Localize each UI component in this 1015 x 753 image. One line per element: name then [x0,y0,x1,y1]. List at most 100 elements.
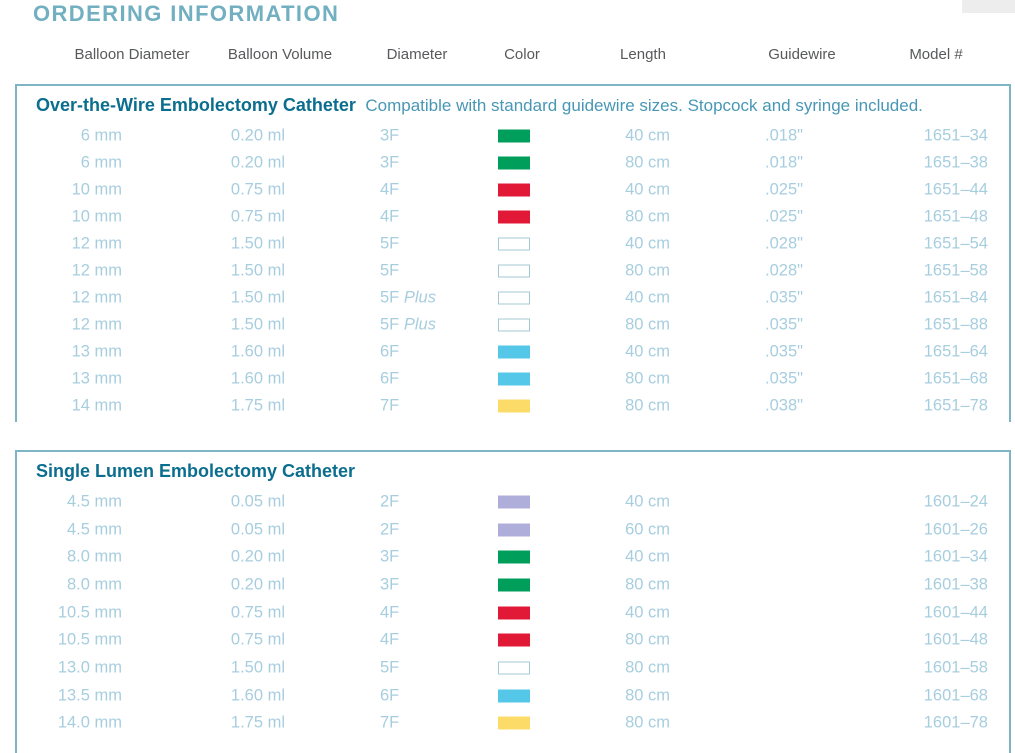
cell-balloon-volume: 1.60 ml [230,686,285,705]
cell-color [498,399,530,413]
cell-diameter: 7F [380,397,510,416]
table-single-lumen-catheter: Single Lumen Embolectomy Catheter 4.5 mm… [15,450,1011,753]
cell-diameter: 6F [380,343,510,362]
cell-model-number: 1651–78 [923,396,988,415]
table-row: 12 mm 1.50 ml 5F 40 cm .028" 1651–54 [17,230,1009,257]
cell-model-number: 1601–44 [923,603,988,622]
cell-length: 80 cm [625,713,670,732]
cell-diameter: 5F [380,262,510,281]
cell-model-number: 1601–48 [923,630,988,649]
cell-model-number: 1651–88 [923,315,988,334]
col-header-length: Length [620,46,666,63]
cell-length: 40 cm [625,492,670,511]
cell-model-number: 1651–44 [923,180,988,199]
color-swatch [498,661,530,675]
table-row: 8.0 mm 0.20 ml 3F 40 cm 1601–34 [17,543,1009,571]
section-header: Over-the-Wire Embolectomy Catheter Compa… [17,86,1009,122]
diameter-value: 5F [380,234,400,253]
cell-length: 40 cm [625,547,670,566]
cell-color [498,264,530,278]
col-header-guidewire: Guidewire [768,46,836,63]
cell-length: 80 cm [625,396,670,415]
diameter-value: 6F [380,369,400,388]
cell-length: 80 cm [625,686,670,705]
cell-guidewire: .025" [765,207,803,226]
diameter-value: 6F [380,342,400,361]
section-title: Over-the-Wire Embolectomy Catheter [36,95,356,115]
cell-diameter: 4F [380,207,510,226]
cell-balloon-diameter: 12 mm [71,261,122,280]
cell-color [498,318,530,332]
cell-guidewire: .028" [765,261,803,280]
cell-color [498,345,530,359]
diameter-value: 2F [380,492,400,511]
cell-length: 80 cm [625,261,670,280]
cell-color [498,606,530,620]
table-body: 4.5 mm 0.05 ml 2F 40 cm 1601–24 4.5 mm 0… [17,488,1009,737]
diameter-value: 4F [380,603,400,622]
table-row: 6 mm 0.20 ml 3F 40 cm .018" 1651–34 [17,122,1009,149]
cell-model-number: 1651–54 [923,234,988,253]
color-swatch [498,523,530,537]
table-row: 13 mm 1.60 ml 6F 40 cm .035" 1651–64 [17,339,1009,366]
cell-balloon-volume: 1.75 ml [230,713,285,732]
column-header-row: Balloon Diameter Balloon Volume Diameter… [0,46,1015,64]
cell-model-number: 1601–26 [923,520,988,539]
cell-model-number: 1601–24 [923,492,988,511]
table-row: 12 mm 1.50 ml 5F Plus 40 cm .035" 1651–8… [17,285,1009,312]
diameter-value: 3F [380,126,400,145]
color-swatch [498,156,530,170]
cell-balloon-volume: 0.05 ml [230,520,285,539]
cell-length: 40 cm [625,234,670,253]
diameter-value: 3F [380,575,400,594]
cell-color [498,550,530,564]
table-row: 13 mm 1.60 ml 6F 80 cm .035" 1651–68 [17,366,1009,393]
cell-model-number: 1601–68 [923,686,988,705]
diameter-value: 3F [380,153,400,172]
cell-diameter: 3F [380,126,510,145]
color-swatch [498,716,530,730]
col-header-balloon-diameter: Balloon Diameter [74,46,190,63]
cell-diameter: 6F [380,370,510,389]
table-row: 6 mm 0.20 ml 3F 80 cm .018" 1651–38 [17,149,1009,176]
color-swatch [498,578,530,592]
cell-balloon-diameter: 8.0 mm [66,547,122,566]
cell-diameter: 2F [380,492,510,511]
cell-length: 40 cm [625,342,670,361]
cell-balloon-volume: 1.50 ml [230,315,285,334]
diameter-value: 3F [380,547,400,566]
color-swatch [498,372,530,386]
section-title: Single Lumen Embolectomy Catheter [36,461,356,481]
cell-balloon-diameter: 10 mm [71,207,122,226]
cell-diameter: 3F [380,153,510,172]
cell-color [498,523,530,537]
color-swatch [498,129,530,143]
cell-color [498,291,530,305]
diameter-value: 7F [380,713,400,732]
cell-balloon-volume: 0.05 ml [230,492,285,511]
cell-balloon-volume: 0.75 ml [230,207,285,226]
table-row: 12 mm 1.50 ml 5F 80 cm .028" 1651–58 [17,257,1009,284]
cell-color [498,210,530,224]
cell-balloon-volume: 0.75 ml [230,603,285,622]
cell-balloon-diameter: 10.5 mm [57,603,122,622]
color-swatch [498,399,530,413]
cell-model-number: 1651–34 [923,126,988,145]
cell-model-number: 1651–68 [923,369,988,388]
diameter-value: 4F [380,630,400,649]
cell-length: 80 cm [625,153,670,172]
cell-balloon-volume: 0.75 ml [230,180,285,199]
color-swatch [498,291,530,305]
table-row: 14 mm 1.75 ml 7F 80 cm .038" 1651–78 [17,393,1009,420]
cell-guidewire: .035" [765,315,803,334]
color-swatch [498,606,530,620]
diameter-suffix: Plus [403,288,436,307]
cell-balloon-diameter: 13 mm [71,369,122,388]
cell-diameter: 5F Plus [380,316,510,335]
col-header-color: Color [504,46,540,63]
table-row: 13.5 mm 1.60 ml 6F 80 cm 1601–68 [17,682,1009,710]
cell-guidewire: .028" [765,234,803,253]
cell-color [498,633,530,647]
color-swatch [498,183,530,197]
